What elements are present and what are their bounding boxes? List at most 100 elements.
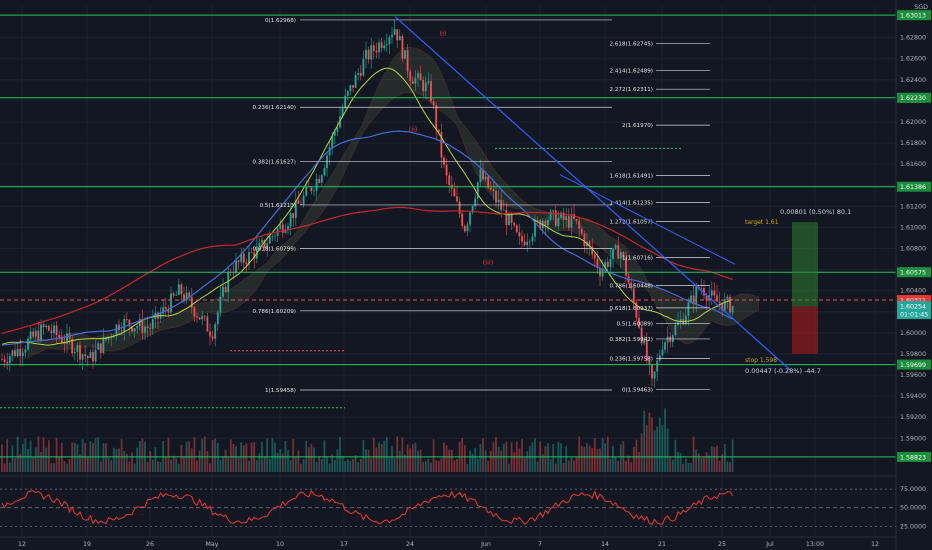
volume-bar	[671, 459, 674, 472]
candle-body	[21, 352, 24, 357]
volume-bar	[258, 453, 261, 472]
x-tick-label: 14	[601, 541, 609, 548]
candle-body	[274, 235, 276, 237]
volume-bar	[281, 453, 284, 472]
volume-bar	[432, 439, 435, 472]
candle-body	[458, 201, 461, 214]
candle-body	[531, 236, 534, 242]
volume-bar	[86, 456, 89, 472]
x-tick-label: 12	[18, 541, 26, 548]
volume-bar	[6, 439, 9, 472]
fib-extension-label: 0.618(1.60237)	[609, 306, 653, 312]
candle-body	[370, 45, 373, 60]
volume-bar	[60, 442, 63, 472]
volume-bar	[591, 447, 594, 472]
candle-body	[167, 309, 170, 313]
x-tick-label: 26	[146, 541, 154, 548]
candle-body	[632, 288, 635, 303]
volume-bar	[365, 449, 367, 472]
candle-body	[222, 286, 224, 297]
level-price-tag	[897, 267, 931, 278]
volume-bar	[177, 463, 180, 472]
candle-body	[723, 299, 726, 311]
candle-body	[323, 168, 326, 176]
candle-body	[617, 245, 620, 259]
volume-bar	[287, 449, 289, 472]
cloud-area	[27, 46, 759, 359]
wave-label: (i)	[440, 30, 447, 38]
volume-bar	[554, 463, 557, 472]
volume-bar	[206, 451, 209, 472]
volume-bar	[604, 443, 607, 472]
volume-bar	[289, 460, 292, 472]
volume-bar	[29, 440, 32, 472]
candle-body	[261, 239, 263, 243]
volume-bar	[131, 452, 133, 472]
volume-bar	[118, 448, 120, 472]
fib-retracement-label: 0.382(1.61627)	[252, 159, 296, 165]
candle-body	[710, 290, 713, 296]
candle-body	[534, 220, 536, 237]
candle-body	[523, 241, 526, 246]
volume-bar	[489, 450, 492, 472]
candle-body	[310, 187, 313, 192]
fib-extension-label: 1.618(1.61491)	[609, 174, 653, 180]
volume-bar	[502, 443, 505, 472]
candle-body	[349, 85, 352, 92]
volume-bar	[97, 437, 100, 472]
candle-body	[440, 132, 443, 158]
x-tick-label: 10	[276, 541, 284, 548]
candle-body	[94, 349, 97, 362]
x-tick-label: 12	[871, 541, 879, 548]
candle-body	[203, 315, 206, 317]
volume-bar	[424, 460, 427, 472]
candle-body	[606, 262, 609, 267]
candle-body	[518, 232, 521, 237]
candle-body	[622, 252, 625, 258]
candle-body	[521, 236, 523, 242]
candle-body	[703, 288, 705, 296]
candle-body	[123, 318, 126, 331]
candle-body	[638, 317, 640, 328]
candle-body	[456, 196, 458, 202]
volume-bar	[180, 444, 183, 472]
candle-body	[437, 129, 440, 133]
volume-bar	[684, 458, 687, 472]
y-tick-label: 1.60800	[900, 245, 926, 252]
volume-bar	[164, 457, 167, 472]
candle-body	[375, 50, 378, 53]
volume-bar	[279, 448, 282, 472]
candle-body	[289, 213, 292, 226]
candle-body	[729, 296, 731, 313]
candle-body	[435, 105, 438, 130]
candle-body	[336, 127, 339, 132]
y-tick-label: 1.60400	[900, 288, 926, 295]
candle-body	[201, 315, 204, 320]
volume-bar	[500, 450, 503, 472]
candle-body	[97, 343, 100, 350]
level-price-tag	[897, 359, 931, 370]
candle-body	[721, 303, 724, 311]
candle-body	[115, 324, 118, 337]
position-loss-text: 0.00447 (-0.28%) -44.7	[745, 367, 821, 375]
candle-body	[193, 307, 196, 317]
volume-bar	[674, 439, 677, 472]
volume-bar	[211, 440, 214, 472]
position-profit-text: 0.00801 (0.50%) 80.1	[780, 208, 851, 216]
volume-bar	[370, 458, 373, 472]
candle-body	[549, 211, 552, 220]
volume-bar	[703, 457, 705, 472]
volume-bar	[266, 438, 269, 472]
volume-bar	[196, 461, 198, 472]
candle-body	[258, 242, 261, 247]
volume-bar	[619, 444, 622, 472]
volume-bar	[617, 460, 620, 472]
candle-body	[583, 233, 586, 247]
volume-bar	[528, 446, 531, 472]
candle-body	[619, 252, 622, 259]
ma-blue-line	[1, 130, 733, 346]
candle-body	[648, 360, 651, 365]
candle-body	[242, 253, 245, 263]
